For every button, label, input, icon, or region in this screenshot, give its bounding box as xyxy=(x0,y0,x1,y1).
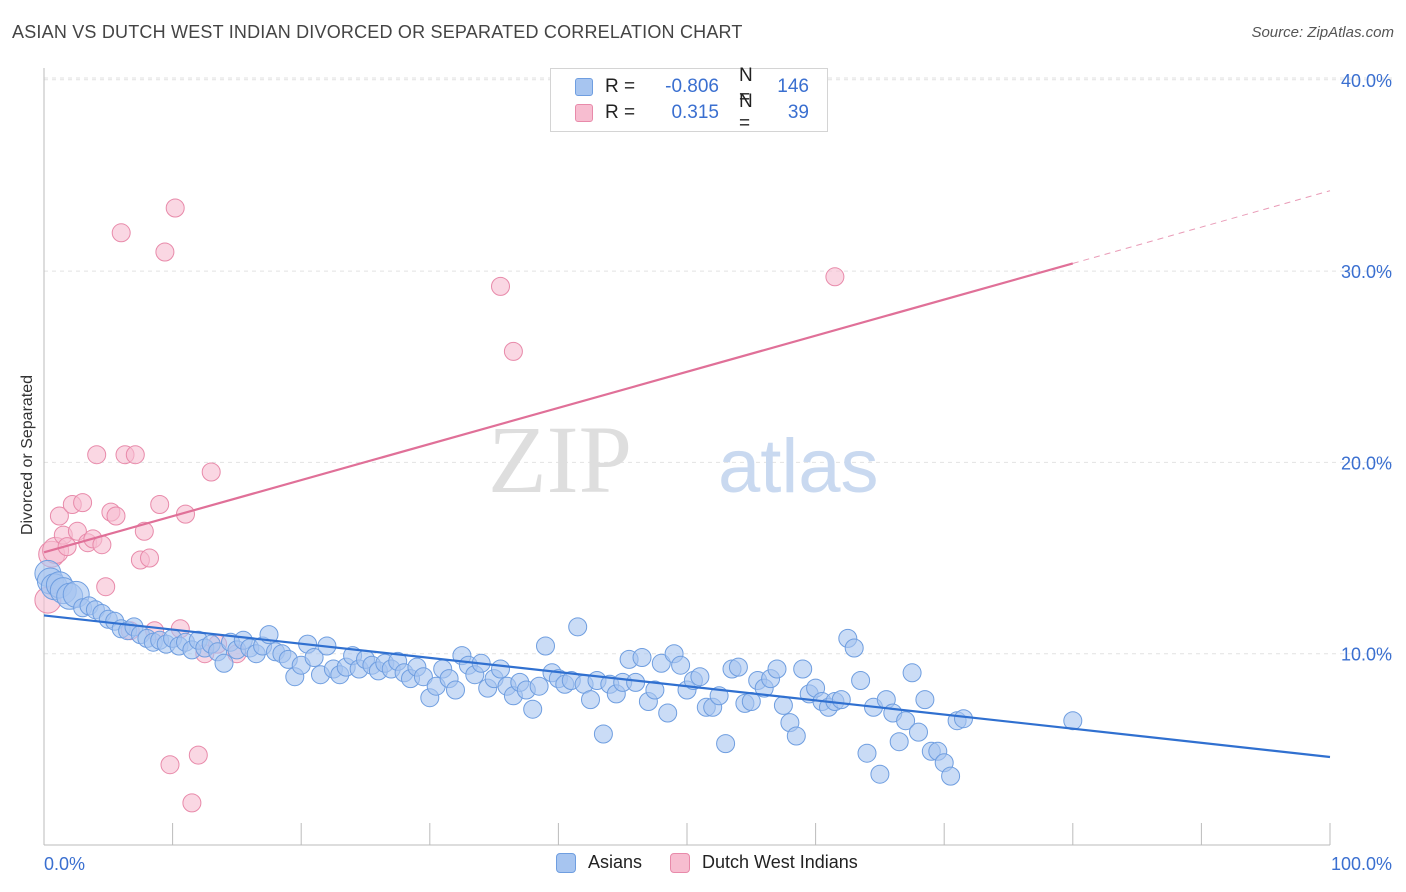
chart-title: ASIAN VS DUTCH WEST INDIAN DIVORCED OR S… xyxy=(12,22,743,42)
point-asians xyxy=(870,764,890,784)
legend-n-label: N = xyxy=(739,65,753,108)
legend-n-label: N = xyxy=(739,91,753,134)
y-tick-label: 10.0% xyxy=(1341,645,1392,665)
point-dutch-west-indians xyxy=(155,242,175,262)
legend-swatch-asians xyxy=(575,78,593,96)
bottom-legend-swatch-asians xyxy=(556,852,576,873)
watermark: ZIP atlas xyxy=(488,406,879,513)
axes xyxy=(43,68,1331,846)
point-dutch-west-indians xyxy=(96,577,116,597)
y-axis-label: Divorced or Separated xyxy=(19,374,36,536)
legend-row-asians: R = -0.806 N = 146 xyxy=(575,65,809,108)
point-asians xyxy=(568,617,588,637)
point-asians xyxy=(690,667,710,687)
point-asians xyxy=(491,659,510,679)
point-asians xyxy=(831,690,851,710)
point-asians xyxy=(593,724,613,744)
point-dutch-west-indians xyxy=(503,341,523,361)
point-dutch-west-indians xyxy=(160,755,180,775)
point-asians xyxy=(889,732,909,752)
point-asians xyxy=(741,692,761,711)
watermark-atlas: atlas xyxy=(718,424,879,509)
point-asians xyxy=(529,676,549,696)
point-dutch-west-indians xyxy=(106,506,126,526)
trend-line-asians xyxy=(43,614,1331,759)
point-asians xyxy=(446,680,465,700)
bottom-legend-label-asians: Asians xyxy=(588,852,643,872)
point-dutch-west-indians xyxy=(491,276,510,296)
legend-row-dutch-west-indians: R = 0.315 N = 39 xyxy=(575,91,809,134)
point-dutch-west-indians xyxy=(49,506,69,526)
bottom-legend-asians[interactable]: Asians xyxy=(556,852,642,873)
point-asians xyxy=(658,703,678,723)
point-asians xyxy=(523,699,543,719)
x-tick-label: 100.0% xyxy=(1331,854,1392,874)
point-asians xyxy=(671,655,691,675)
point-dutch-west-indians xyxy=(73,493,93,513)
point-asians xyxy=(581,690,600,710)
point-dutch-west-indians xyxy=(140,548,159,568)
point-asians xyxy=(632,648,652,667)
point-asians xyxy=(902,663,922,683)
grid-lines xyxy=(44,77,1392,655)
point-asians xyxy=(214,653,234,673)
legend-r-value: 0.315 xyxy=(671,102,719,123)
point-asians xyxy=(851,671,871,690)
point-asians xyxy=(896,711,916,731)
legend-swatch-dutch-west-indians xyxy=(575,104,593,122)
point-asians xyxy=(786,726,806,746)
point-dutch-west-indians xyxy=(825,267,845,287)
point-dutch-west-indians xyxy=(150,495,170,514)
legend-r-label: R = xyxy=(605,76,636,97)
y-tick-label: 30.0% xyxy=(1341,262,1392,282)
point-asians xyxy=(954,709,973,729)
bottom-legend-dutch-west-indians[interactable]: Dutch West Indians xyxy=(670,852,858,873)
point-dutch-west-indians xyxy=(188,745,208,765)
legend-box: R = -0.806 N = 146 R = 0.315 N = 39 xyxy=(550,65,828,134)
point-dutch-west-indians xyxy=(87,445,107,465)
trend-lines xyxy=(43,190,1331,759)
point-asians xyxy=(844,638,864,658)
point-asians xyxy=(941,766,961,786)
point-dutch-west-indians xyxy=(111,223,131,243)
point-asians xyxy=(773,695,793,715)
point-dutch-west-indians xyxy=(134,521,154,541)
legend-r-label: R = xyxy=(605,102,636,123)
point-asians xyxy=(304,648,324,667)
point-dutch-west-indians xyxy=(201,462,221,482)
bottom-legend-label-dutch-west-indians: Dutch West Indians xyxy=(702,852,858,872)
y-tick-label: 40.0% xyxy=(1341,71,1392,91)
tick-labels: 10.0% 20.0% 30.0% 40.0% 0.0% 100.0% xyxy=(44,71,1392,874)
point-asians xyxy=(716,734,736,754)
point-asians xyxy=(857,743,877,763)
point-asians xyxy=(915,690,935,710)
point-dutch-west-indians xyxy=(165,198,185,218)
point-asians xyxy=(793,659,813,679)
source-label: Source: ZipAtlas.com xyxy=(1251,24,1394,41)
legend-r-value: -0.806 xyxy=(665,76,719,97)
point-asians xyxy=(728,657,748,677)
legend-n-value: 39 xyxy=(787,102,809,123)
trend-line-dutch-west-indians xyxy=(43,262,1074,554)
bottom-legend: Asians Dutch West Indians xyxy=(556,852,886,873)
watermark-zip: ZIP xyxy=(488,406,632,513)
point-asians xyxy=(536,636,555,656)
point-dutch-west-indians xyxy=(125,445,145,465)
point-asians xyxy=(626,672,646,692)
y-tick-label: 20.0% xyxy=(1341,453,1392,473)
point-asians xyxy=(909,722,928,742)
bottom-legend-swatch-dutch-west-indians xyxy=(670,852,691,873)
legend-n-value: 146 xyxy=(777,76,809,97)
point-asians xyxy=(413,667,433,687)
trend-line-dutch-west-indians-extension xyxy=(1072,190,1331,264)
point-asians xyxy=(767,659,787,679)
point-asians xyxy=(645,680,665,700)
point-dutch-west-indians xyxy=(182,793,202,813)
point-asians xyxy=(651,653,671,673)
x-tick-label: 0.0% xyxy=(44,854,85,874)
series-asians xyxy=(34,559,1083,786)
